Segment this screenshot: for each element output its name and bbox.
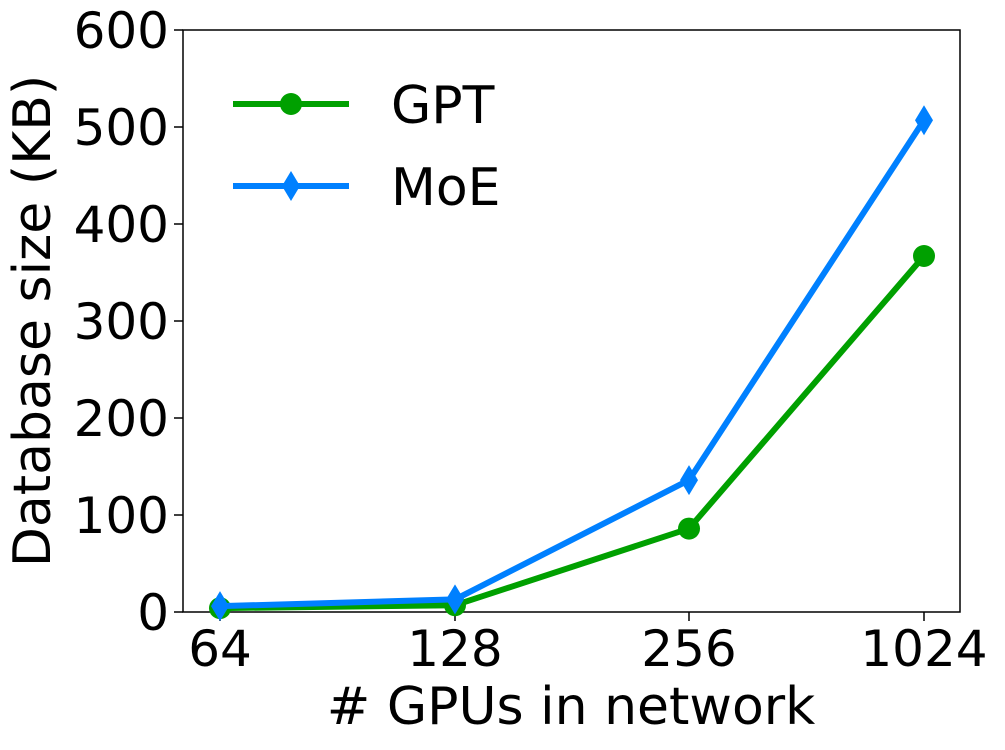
plot-area [182,29,961,613]
data-point-moe [680,465,698,496]
data-point-moe [446,584,464,615]
legend-marker-gpt [280,93,302,115]
x-axis-label: # GPUs in network [327,677,816,737]
legend-marker-moe [282,171,300,201]
data-point-gpt [913,245,935,268]
x-tick-label: 1024 [860,620,987,678]
x-axis: 64 128 256 1024 [188,612,988,678]
legend-item-gpt: GPT [233,76,495,136]
series-moe [211,105,933,622]
legend: GPT MoE [233,76,501,218]
y-tick-label: 400 [74,196,169,254]
legend-item-moe: MoE [233,158,501,218]
data-point-gpt [678,517,700,540]
y-tick-label: 0 [137,584,169,642]
y-tick-label: 500 [74,99,169,157]
x-tick-label: 128 [407,620,502,678]
legend-label-gpt: GPT [391,76,495,136]
series-line-moe [219,118,927,610]
y-tick-label: 600 [74,2,169,60]
x-tick-label: 64 [188,620,252,678]
legend-label-moe: MoE [391,158,501,218]
data-point-moe [211,591,229,622]
y-tick-label: 200 [74,390,169,448]
y-axis: 0 100 200 300 400 500 600 [74,2,183,642]
y-tick-label: 300 [74,293,169,351]
data-point-moe [915,105,933,136]
x-tick-label: 256 [641,620,736,678]
series-line-gpt [219,254,927,612]
y-tick-label: 100 [74,487,169,545]
series-layer [209,105,935,622]
y-axis-label: Database size (KB) [3,75,63,567]
